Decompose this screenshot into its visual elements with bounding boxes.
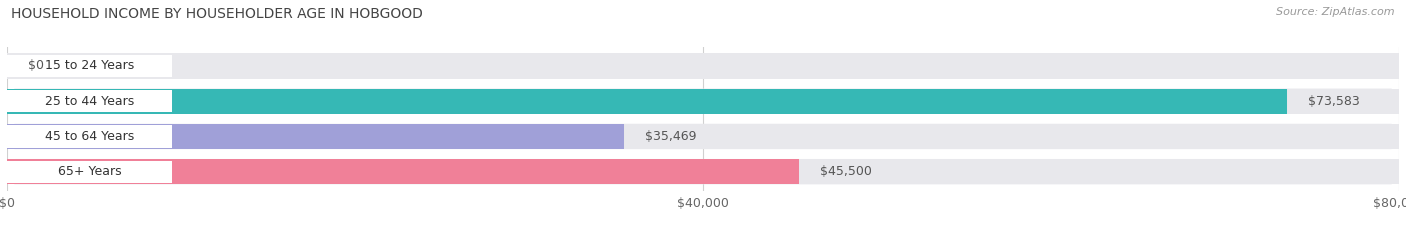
Text: $45,500: $45,500: [820, 165, 872, 178]
Text: Source: ZipAtlas.com: Source: ZipAtlas.com: [1277, 7, 1395, 17]
FancyBboxPatch shape: [14, 89, 1392, 114]
Text: $0: $0: [28, 59, 44, 72]
Bar: [7, 124, 1399, 149]
Text: HOUSEHOLD INCOME BY HOUSEHOLDER AGE IN HOBGOOD: HOUSEHOLD INCOME BY HOUSEHOLDER AGE IN H…: [11, 7, 423, 21]
FancyBboxPatch shape: [14, 159, 1392, 184]
Bar: [7, 159, 1399, 184]
Bar: [7, 161, 173, 183]
FancyBboxPatch shape: [14, 124, 1392, 149]
Bar: [7, 89, 1399, 114]
Text: 15 to 24 Years: 15 to 24 Years: [45, 59, 135, 72]
Bar: [7, 125, 173, 148]
Text: 45 to 64 Years: 45 to 64 Years: [45, 130, 135, 143]
Bar: [7, 124, 624, 149]
Bar: [7, 89, 1288, 114]
Text: 25 to 44 Years: 25 to 44 Years: [45, 95, 135, 108]
Text: 65+ Years: 65+ Years: [58, 165, 121, 178]
Text: $35,469: $35,469: [645, 130, 696, 143]
Bar: [7, 159, 799, 184]
FancyBboxPatch shape: [14, 53, 1392, 79]
Text: $73,583: $73,583: [1308, 95, 1360, 108]
Bar: [7, 90, 173, 112]
Bar: [7, 55, 173, 77]
Bar: [7, 53, 1399, 79]
